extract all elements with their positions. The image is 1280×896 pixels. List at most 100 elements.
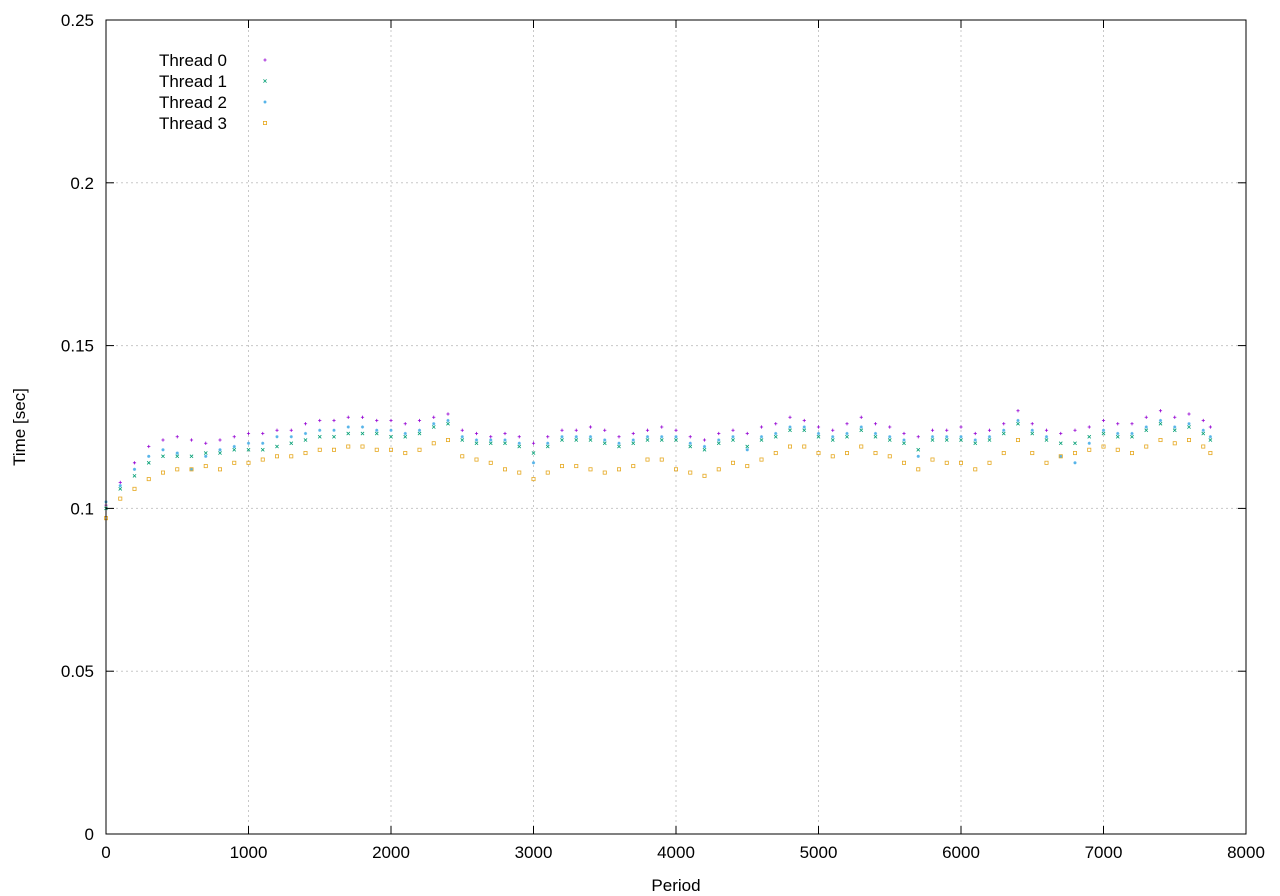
x-axis-title: Period <box>651 876 700 895</box>
data-point <box>175 451 179 455</box>
data-point <box>303 431 308 436</box>
data-point <box>702 447 707 452</box>
x-tick-label: 0 <box>101 843 110 862</box>
data-point <box>816 431 821 436</box>
data-point <box>1158 418 1163 423</box>
data-point <box>1101 418 1106 423</box>
tick-labels: 0 1000 2000 3000 4000 5000 6000 7000 8000 0 0.05 0.… <box>61 11 1265 862</box>
data-point <box>1201 428 1205 432</box>
data-point <box>574 464 579 469</box>
data-point <box>260 457 265 462</box>
data-point <box>1158 438 1163 443</box>
y-tick-label: 0 <box>85 825 94 844</box>
data-point <box>745 431 749 436</box>
data-point <box>1173 415 1177 419</box>
data-point <box>731 435 735 439</box>
data-point <box>417 447 422 452</box>
data-point <box>802 428 807 433</box>
data-point <box>346 431 351 436</box>
data-point <box>132 461 137 465</box>
data-point <box>1130 422 1134 426</box>
data-point <box>1059 431 1063 436</box>
data-point <box>1187 422 1191 426</box>
x-tick-label: 6000 <box>942 843 980 862</box>
data-point <box>1001 431 1006 436</box>
legend: Thread 0 Thread 1 Thread 2 Thread 3 <box>159 51 267 133</box>
data-point <box>1144 428 1149 433</box>
data-point <box>317 434 322 439</box>
data-point <box>759 438 764 442</box>
data-point <box>887 454 892 459</box>
data-point <box>588 425 593 429</box>
data-point <box>118 486 123 491</box>
data-point <box>218 438 222 442</box>
data-point <box>431 425 436 429</box>
data-point <box>488 460 493 465</box>
data-point <box>773 451 778 456</box>
y-tick-label: 0.15 <box>61 337 94 356</box>
data-point <box>346 415 350 419</box>
data-point <box>717 438 721 442</box>
data-point <box>303 451 308 456</box>
data-point <box>645 428 650 432</box>
data-point <box>759 435 764 439</box>
data-point <box>118 480 122 484</box>
data-point <box>360 425 365 429</box>
data-point <box>1030 428 1034 432</box>
data-point <box>802 425 806 429</box>
data-point <box>1208 435 1212 439</box>
data-point <box>660 425 664 429</box>
data-point <box>973 438 977 442</box>
data-point <box>1116 422 1120 426</box>
data-point <box>1087 441 1091 445</box>
data-point <box>118 496 123 501</box>
data-point <box>902 431 906 436</box>
data-point <box>1073 451 1078 456</box>
data-point <box>788 425 792 429</box>
data-point <box>146 477 151 482</box>
data-point <box>204 454 208 458</box>
x-tick-label: 7000 <box>1085 843 1123 862</box>
data-point <box>973 441 978 446</box>
data-point <box>1115 447 1120 452</box>
data-point <box>332 428 336 432</box>
data-point <box>161 454 165 459</box>
data-point <box>546 441 550 445</box>
data-point <box>845 434 849 439</box>
data-point <box>1187 412 1191 416</box>
data-point <box>831 435 835 439</box>
data-point <box>702 473 707 478</box>
data-point <box>1016 418 1020 423</box>
data-point <box>1044 435 1049 439</box>
data-point <box>745 444 750 449</box>
data-point <box>389 418 393 423</box>
data-point <box>588 438 593 442</box>
data-point <box>517 435 521 439</box>
data-point <box>189 467 194 472</box>
data-point <box>1073 428 1077 432</box>
data-point <box>360 444 365 449</box>
data-point <box>688 435 692 439</box>
data-point <box>289 441 294 446</box>
data-point <box>545 444 550 449</box>
data-point <box>503 431 507 436</box>
data-point <box>147 454 151 458</box>
data-point <box>488 441 493 446</box>
data-point <box>446 418 450 423</box>
data-point <box>774 422 778 426</box>
data-point <box>1158 409 1163 413</box>
data-point <box>987 460 992 465</box>
data-point <box>375 418 379 423</box>
data-point <box>289 428 293 432</box>
data-point <box>702 444 707 449</box>
data-point <box>603 428 607 432</box>
data-point <box>959 438 963 442</box>
data-point <box>517 441 521 445</box>
data-point <box>203 451 208 455</box>
data-point <box>631 438 635 442</box>
data-point <box>132 473 137 478</box>
x-tick-label: 4000 <box>657 843 695 862</box>
data-point <box>1208 438 1213 442</box>
data-point <box>502 467 507 472</box>
data-point <box>517 470 522 475</box>
